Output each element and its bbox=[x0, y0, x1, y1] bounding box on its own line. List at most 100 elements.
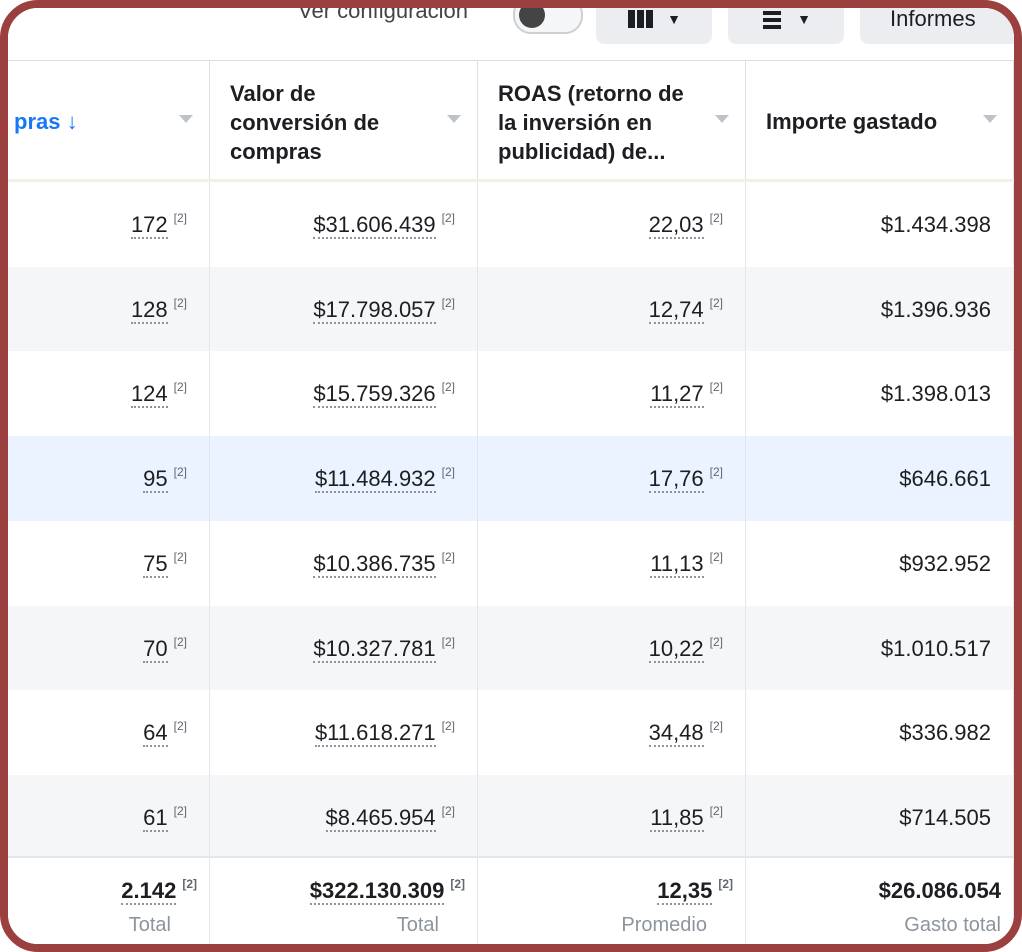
amount-spent-cell: $646.661 bbox=[746, 436, 1014, 522]
roas-cell: 12,74 [2] bbox=[478, 266, 746, 352]
conversion-value-cell: $11.618.271 [2] bbox=[210, 690, 478, 776]
chevron-down-icon: ▼ bbox=[797, 11, 811, 27]
purchases-value[interactable]: 95 [2] bbox=[143, 465, 187, 494]
total-purchases[interactable]: 2.142 [2] bbox=[121, 877, 197, 905]
table-row[interactable]: 128 [2] $17.798.057 [2] 12,74 [2] $1.396.936 bbox=[8, 266, 1014, 352]
conversion-value-cell: $8.465.954 [2] bbox=[210, 774, 478, 860]
amount-spent-cell: $714.505 bbox=[746, 774, 1014, 860]
breakdown-button[interactable]: ▼ bbox=[728, 8, 844, 44]
amount-spent-value: $1.010.517 bbox=[880, 635, 991, 661]
total-spent: $26.086.054 bbox=[878, 878, 1001, 903]
conversion-value[interactable]: $10.386.735 [2] bbox=[313, 549, 455, 578]
amount-spent-cell: $1.434.398 bbox=[746, 182, 1014, 267]
average-roas[interactable]: 12,35 [2] bbox=[657, 877, 733, 905]
conversion-value[interactable]: $17.798.057 [2] bbox=[313, 295, 455, 324]
column-header-label: Valor de conversión de compras bbox=[230, 81, 380, 164]
view-config-label: Ver configuración bbox=[298, 0, 468, 23]
roas-value[interactable]: 11,27 [2] bbox=[650, 380, 723, 409]
table-row[interactable]: 61 [2] $8.465.954 [2] 11,85 [2] $714.505 bbox=[8, 774, 1014, 860]
column-header-label: ROAS (retorno de la inversión en publici… bbox=[498, 81, 684, 164]
column-header-conversion-value[interactable]: Valor de conversión de compras bbox=[210, 61, 478, 179]
purchases-value[interactable]: 172 [2] bbox=[130, 211, 187, 239]
reports-label: Informes bbox=[890, 6, 976, 31]
amount-spent-cell: $1.398.013 bbox=[746, 351, 1014, 437]
roas-value[interactable]: 12,74 [2] bbox=[648, 295, 723, 324]
amount-spent-cell: $336.982 bbox=[746, 690, 1014, 776]
sort-icon[interactable] bbox=[983, 115, 997, 123]
roas-value[interactable]: 10,22 [2] bbox=[648, 634, 723, 663]
total-spent-label: Gasto total bbox=[904, 914, 1001, 936]
table-header: pras ↓ Valor de conversión de compras RO… bbox=[8, 61, 1014, 179]
total-conversion-value-cell: $322.130.309 [2] Total bbox=[210, 858, 478, 944]
amount-spent-value: $1.434.398 bbox=[880, 212, 991, 237]
table-footer: 2.142 [2] Total $322.130.309 [2] Total 12,… bbox=[8, 856, 1014, 944]
column-header-roas[interactable]: ROAS (retorno de la inversión en publici… bbox=[478, 61, 746, 179]
total-spent-cell: $26.086.054 Gasto total bbox=[746, 858, 1014, 944]
sort-icon[interactable] bbox=[447, 115, 461, 123]
column-header-amount-spent[interactable]: Importe gastado bbox=[746, 61, 1014, 179]
purchases-cell: 75 [2] bbox=[8, 520, 210, 606]
toggle-knob bbox=[519, 8, 545, 28]
total-conversion-value[interactable]: $322.130.309 [2] bbox=[309, 877, 465, 905]
conversion-value-cell: $11.484.932 [2] bbox=[210, 436, 478, 522]
purchases-cell: 64 [2] bbox=[8, 690, 210, 776]
purchases-value[interactable]: 64 [2] bbox=[143, 719, 187, 748]
header-underline bbox=[8, 179, 1014, 182]
vertical-scrollbar[interactable] bbox=[1014, 60, 1022, 952]
divider bbox=[8, 60, 1014, 61]
chevron-down-icon: ▼ bbox=[667, 11, 681, 27]
roas-cell: 11,13 [2] bbox=[478, 520, 746, 606]
toolbar: Ver configuración ▼ ▼ Informes bbox=[8, 8, 1014, 60]
average-label: Promedio bbox=[621, 914, 707, 936]
conversion-value-cell: $10.327.781 [2] bbox=[210, 605, 478, 691]
reports-button[interactable]: Informes bbox=[860, 6, 1014, 44]
conversion-value-cell: $17.798.057 [2] bbox=[210, 266, 478, 352]
roas-cell: 22,03 [2] bbox=[478, 182, 746, 267]
roas-value[interactable]: 17,76 [2] bbox=[648, 465, 723, 494]
sort-icon[interactable] bbox=[715, 115, 729, 123]
purchases-value[interactable]: 70 [2] bbox=[143, 634, 187, 663]
roas-value[interactable]: 11,85 [2] bbox=[650, 803, 723, 832]
amount-spent-cell: $932.952 bbox=[746, 520, 1014, 606]
purchases-value[interactable]: 75 [2] bbox=[143, 549, 187, 578]
roas-cell: 11,85 [2] bbox=[478, 774, 746, 860]
amount-spent-value: $932.952 bbox=[899, 550, 991, 576]
table-row[interactable]: 64 [2] $11.618.271 [2] 34,48 [2] $336.982 bbox=[8, 690, 1014, 776]
conversion-value[interactable]: $15.759.326 [2] bbox=[313, 380, 455, 409]
amount-spent-value: $714.505 bbox=[899, 804, 991, 830]
conversion-value[interactable]: $11.484.932 [2] bbox=[314, 465, 455, 494]
average-roas-cell: 12,35 [2] Promedio bbox=[478, 858, 746, 944]
purchases-value[interactable]: 128 [2] bbox=[130, 295, 187, 324]
table-row[interactable]: 95 [2] $11.484.932 [2] 17,76 [2] $646.661 bbox=[8, 436, 1014, 522]
purchases-cell: 128 [2] bbox=[8, 266, 210, 352]
columns-button[interactable]: ▼ bbox=[596, 8, 712, 44]
roas-value[interactable]: 11,13 [2] bbox=[650, 549, 723, 578]
total-label: Total bbox=[396, 914, 439, 936]
purchases-cell: 124 [2] bbox=[8, 351, 210, 437]
roas-cell: 11,27 [2] bbox=[478, 351, 746, 437]
conversion-value-cell: $15.759.326 [2] bbox=[210, 351, 478, 437]
roas-value[interactable]: 22,03 [2] bbox=[648, 211, 723, 239]
conversion-value[interactable]: $11.618.271 [2] bbox=[314, 719, 455, 748]
total-purchases-cell: 2.142 [2] Total bbox=[8, 858, 210, 944]
conversion-value[interactable]: $31.606.439 [2] bbox=[313, 211, 455, 239]
amount-spent-value: $1.398.013 bbox=[880, 381, 991, 407]
table-row[interactable]: 172 [2] $31.606.439 [2] 22,03 [2] $1.434.398 bbox=[8, 182, 1014, 267]
config-toggle[interactable] bbox=[513, 8, 583, 34]
column-header-purchases[interactable]: pras ↓ bbox=[8, 61, 210, 179]
purchases-cell: 172 [2] bbox=[8, 182, 210, 267]
purchases-cell: 95 [2] bbox=[8, 436, 210, 522]
conversion-value[interactable]: $8.465.954 [2] bbox=[325, 803, 455, 832]
roas-cell: 10,22 [2] bbox=[478, 605, 746, 691]
conversion-value[interactable]: $10.327.781 [2] bbox=[313, 634, 455, 663]
purchases-cell: 61 [2] bbox=[8, 774, 210, 860]
purchases-value[interactable]: 61 [2] bbox=[143, 803, 187, 832]
roas-value[interactable]: 34,48 [2] bbox=[648, 719, 723, 748]
table-row[interactable]: 124 [2] $15.759.326 [2] 11,27 [2] $1.398.013 bbox=[8, 351, 1014, 437]
purchases-value[interactable]: 124 [2] bbox=[130, 380, 187, 409]
table-row[interactable]: 70 [2] $10.327.781 [2] 10,22 [2] $1.010.517 bbox=[8, 605, 1014, 691]
table-row[interactable]: 75 [2] $10.386.735 [2] 11,13 [2] $932.952 bbox=[8, 520, 1014, 606]
sort-icon[interactable] bbox=[179, 115, 193, 123]
breakdown-icon bbox=[763, 11, 782, 29]
